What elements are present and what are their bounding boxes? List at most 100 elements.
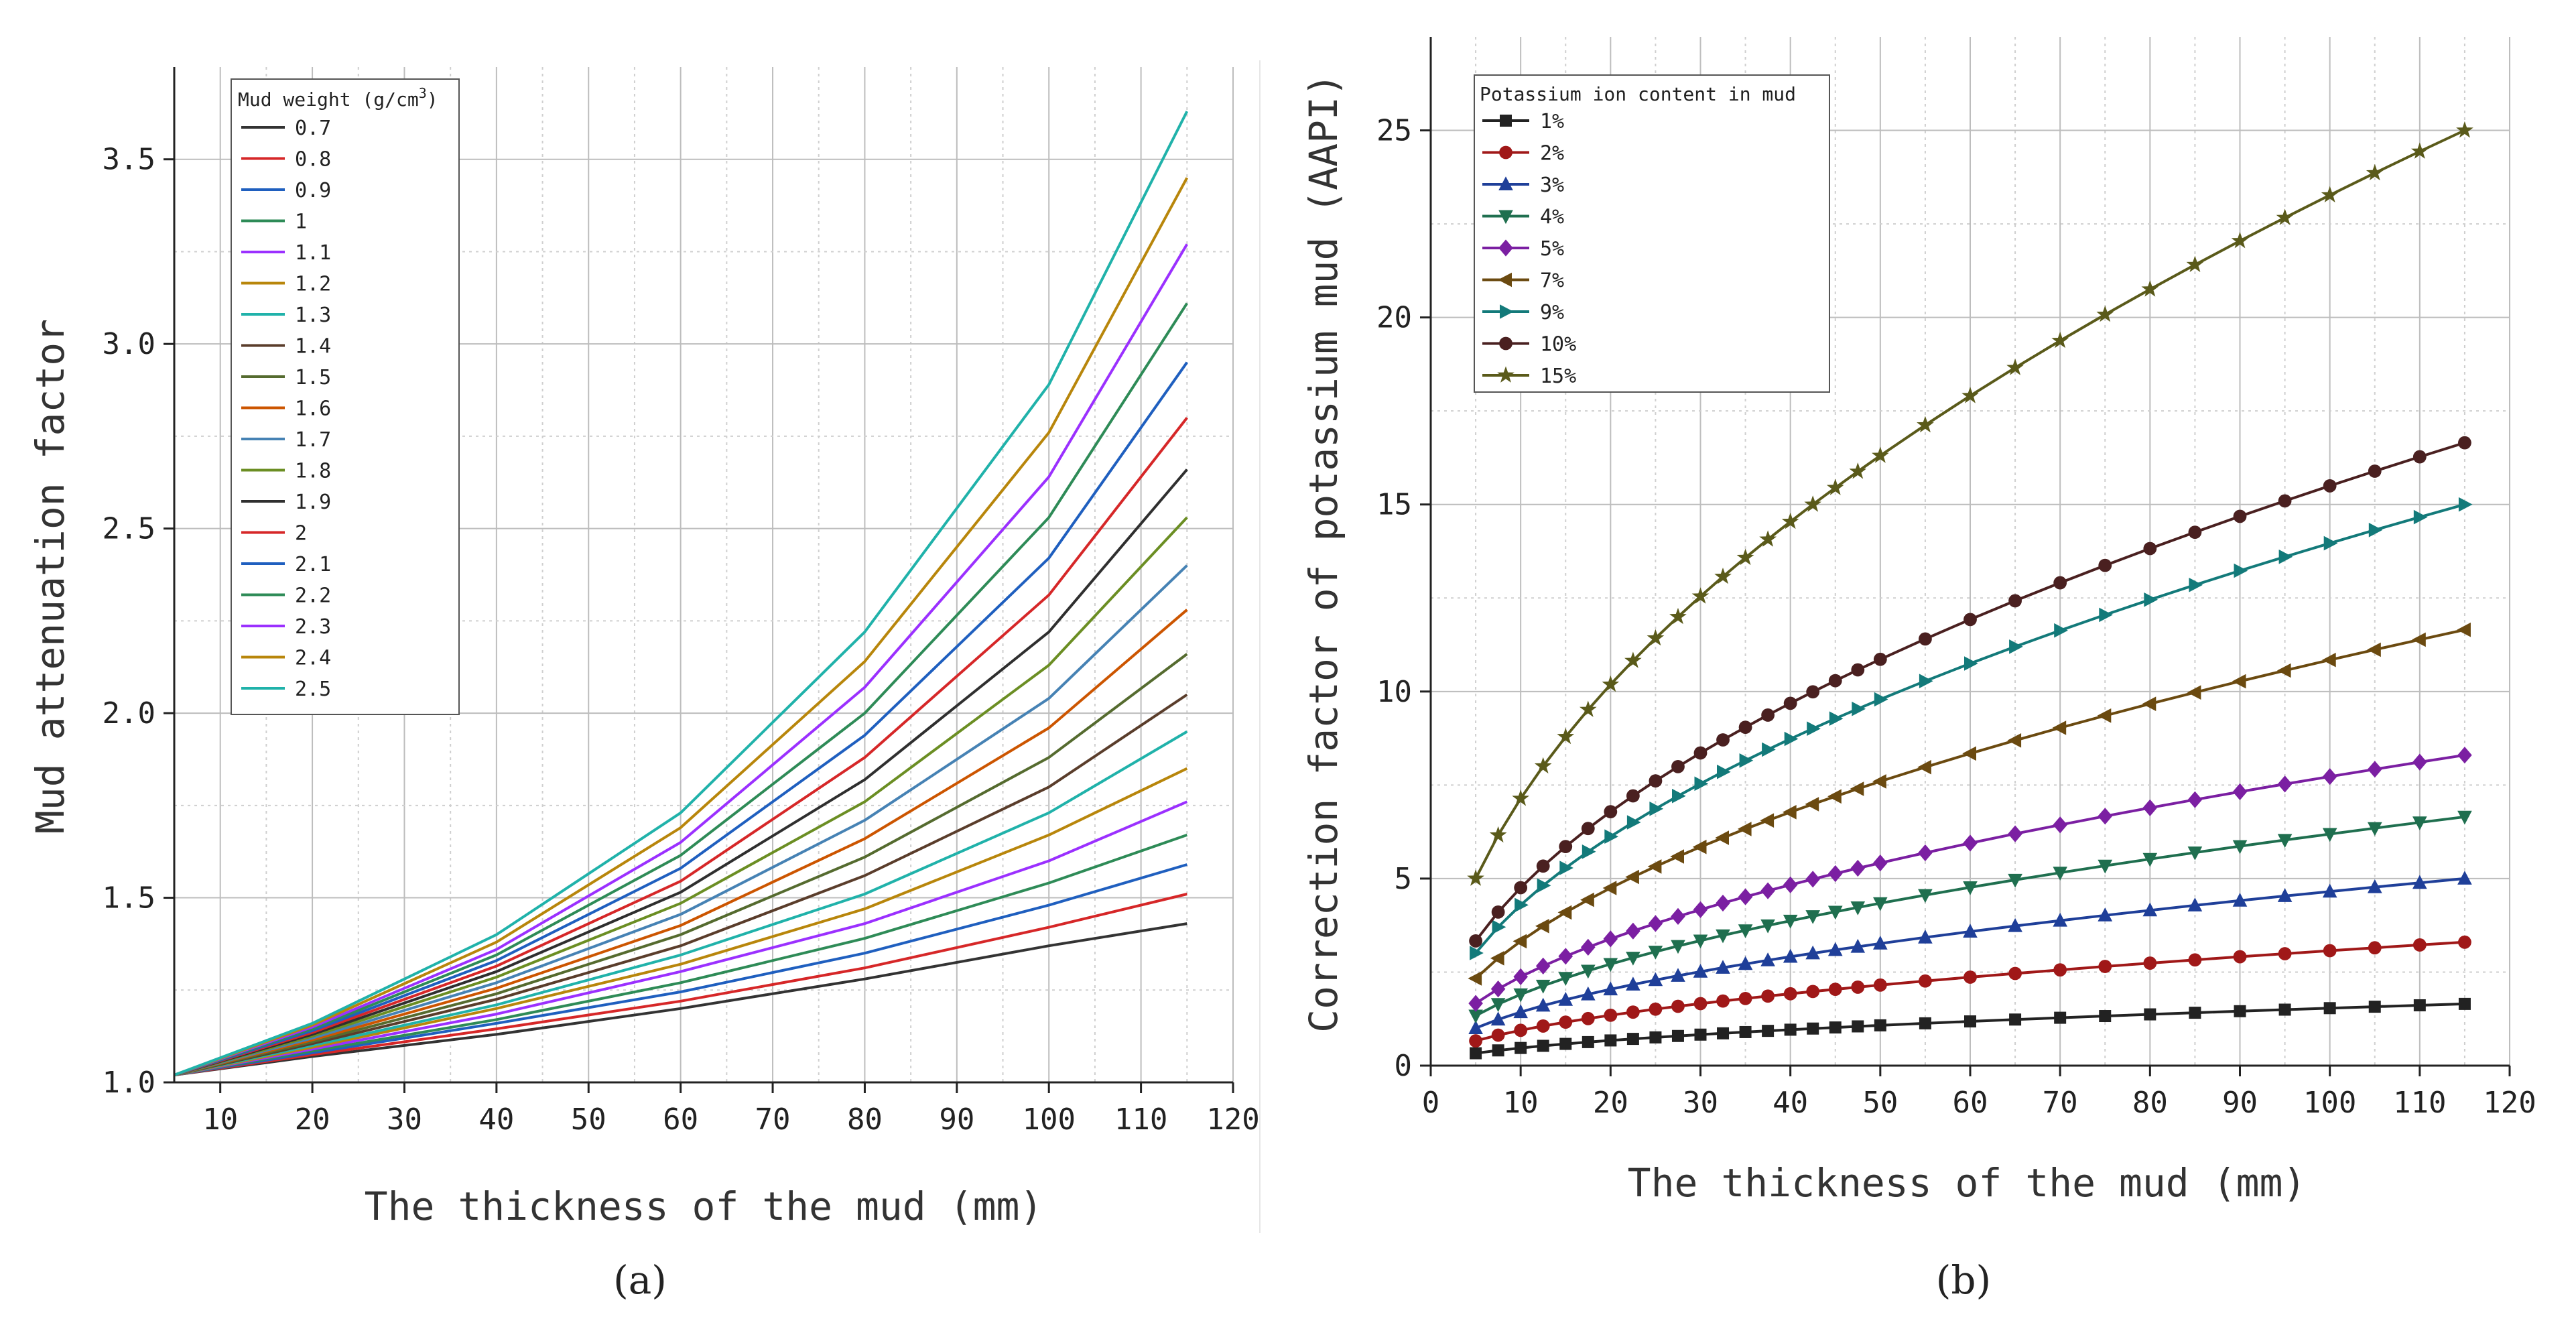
panel-a-series-line-1 [174,834,1187,1076]
panel-b-point-10pct [1738,720,1752,735]
panel-b-point-15pct [1647,629,1665,646]
panel-b-point-3pct [1671,968,1685,982]
panel-b-point-7pct [1827,789,1842,804]
panel-b-point-3pct [1535,997,1551,1012]
panel-b-point-15pct [1467,869,1484,886]
panel-b-point-3pct [2322,883,2337,898]
panel-b-legend-marker-5pct [1498,239,1513,257]
panel-b-point-2pct [1626,1005,1640,1019]
panel-b-point-15pct [1489,826,1507,843]
panel-b-point-1pct [1829,1021,1842,1034]
panel-b-point-15pct [2411,142,2429,159]
panel-b-point-9pct [1470,946,1484,960]
panel-a-legend-title: Mud weight (g/cm3) [238,85,438,111]
panel-a-legend-label-0_8: 0.8 [295,148,331,172]
panel-b-point-5pct [1693,901,1708,918]
panel-b-point-2pct [2323,944,2337,958]
panel-b-point-2pct [2053,963,2067,977]
panel-b-point-9pct [1537,878,1551,893]
panel-b-x-tick-label-80: 80 [2132,1086,2168,1120]
panel-b-series [1467,121,2473,1060]
panel-a-x-tick-label-50: 50 [571,1102,606,1137]
panel-a-legend-title-end: ) [427,88,438,111]
panel-b-point-4pct [1581,964,1596,979]
panel-a-series-line-0_8 [174,893,1187,1076]
panel-b-point-9pct [1559,861,1573,875]
panel-b-point-4pct [1535,979,1551,994]
panel-b-point-5pct [1558,948,1573,965]
panel-a-x-tick-label-120: 120 [1206,1102,1259,1137]
panel-b-point-4pct [2142,852,2158,867]
panel-b-legend-label-5pct: 5% [1540,237,1564,261]
panel-b-point-2pct [1693,997,1708,1011]
panel-b-point-2pct [1828,983,1842,997]
panel-b-point-1pct [1919,1017,1931,1029]
panel-b-point-5pct [1850,859,1866,877]
panel-b-point-5pct [2142,799,2158,816]
panel-b-point-10pct [1626,789,1640,803]
panel-b-point-15pct [1512,789,1529,806]
panel-b-point-9pct [1582,844,1596,859]
panel-b-point-9pct [1604,829,1618,844]
panel-a-legend-label-1_7: 1.7 [295,428,331,452]
panel-b-point-9pct [1874,692,1888,707]
panel-b-point-15pct [1781,512,1799,529]
panel-b-point-15pct [1580,700,1597,717]
panel-b-point-5pct [1468,995,1483,1012]
panel-b-point-10pct [2098,558,2112,572]
panel-a-series-line-1_2 [174,767,1188,1076]
panel-b-point-5pct [1783,876,1798,893]
panel-b-point-1pct [1582,1035,1594,1048]
panel-b-point-7pct [2007,733,2022,748]
panel-b-point-7pct [2142,696,2156,711]
panel-b-point-5pct [1603,930,1618,948]
panel-a-legend-label-1_4: 1.4 [295,335,331,359]
panel-b-point-4pct [1783,914,1798,929]
panel-b-point-4pct [1490,998,1506,1012]
panel-a-legend-label-2_3: 2.3 [295,615,331,639]
panel-b-point-1pct [2009,1013,2022,1026]
panel-b-legend-marker-2pct [1499,145,1512,160]
panel-b-point-3pct [1738,956,1753,970]
panel-b-point-5pct [1535,957,1551,974]
panel-b-point-5pct [1716,894,1730,912]
panel-b-point-2pct [2412,938,2427,952]
panel-b-point-10pct [2368,464,2382,478]
panel-b-point-1pct [1515,1041,1527,1054]
panel-b-point-4pct [1850,901,1866,915]
panel-a-legend-label-2_5: 2.5 [295,678,331,701]
panel-b-point-5pct [1805,871,1820,888]
panel-b-point-15pct [1602,675,1620,692]
panel-b-point-3pct [2187,897,2203,911]
panel-b-point-3pct [2053,912,2067,927]
panel-b-point-1pct [1694,1028,1707,1041]
panel-b-point-9pct [2234,563,2248,578]
panel-b-point-3pct [2232,893,2248,907]
panel-b-legend-label-10pct: 10% [1540,333,1576,357]
panel-b-point-5pct [2367,761,2382,778]
panel-b-point-7pct [1535,919,1549,934]
panel-b-x-axis-title: The thickness of the mud (mm) [1628,1160,2307,1206]
panel-b-point-3pct [2412,875,2427,889]
panel-b-point-4pct [1716,929,1730,944]
panel-b-point-7pct [2457,622,2471,637]
panel-b-point-7pct [2367,642,2381,657]
panel-b-legend-label-7pct: 7% [1540,269,1564,293]
panel-b-y-tick-label-25: 25 [1376,114,1412,148]
panel-b-point-10pct [2233,509,2247,523]
panel-b-chart: 0 10 20 30 40 50 60 70 80 90 100 110 120 0 5 10 15 20 25 T… [1301,37,2536,1303]
panel-a-y-axis-title: Mud attenuation factor [27,319,73,834]
panel-b-point-9pct [1694,776,1709,792]
panel-a-x-tick-label-110: 110 [1114,1102,1167,1137]
panel-a-legend-label-1_2: 1.2 [295,273,331,296]
panel-b-y-tick-label-15: 15 [1376,488,1412,522]
panel-b-point-1pct [1784,1023,1797,1036]
panel-b-point-10pct [1761,708,1775,722]
panel-b-point-1pct [1492,1044,1504,1057]
panel-b-point-2pct [2143,956,2157,970]
panel-b-point-3pct [1850,938,1866,953]
panel-a-x-tick-label-70: 70 [755,1102,791,1137]
panel-b-point-5pct [1626,922,1640,940]
panel-b-point-2pct [1514,1023,1528,1037]
panel-b-y-tick-label-5: 5 [1395,862,1413,896]
